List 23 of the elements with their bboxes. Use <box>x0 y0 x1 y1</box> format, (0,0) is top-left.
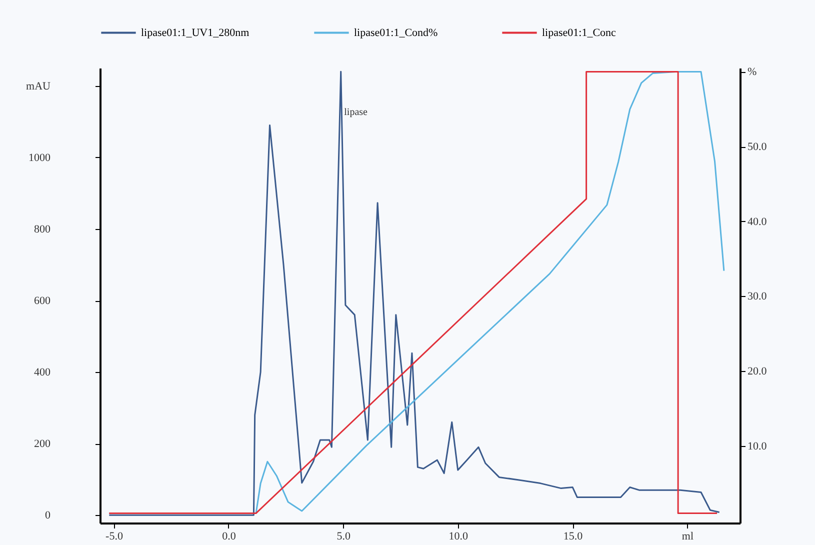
y-tick-label: 200 <box>34 438 51 450</box>
y2-tick-label: 40.0 <box>748 216 768 228</box>
y-tick-label: 600 <box>34 295 51 308</box>
y-tick-label: 400 <box>34 366 51 379</box>
y-tick-label: mAU <box>26 80 51 92</box>
y2-tick-label: 50.0 <box>748 141 768 154</box>
legend-label: lipase01:1_Conc <box>542 26 616 39</box>
x-tick-label: 0.0 <box>222 530 236 542</box>
y2-tick-label: 10.0 <box>748 440 768 452</box>
y2-tick-label: 20.0 <box>748 366 768 378</box>
annotation: lipase <box>344 107 368 118</box>
x-tick-label: 5.0 <box>336 530 352 542</box>
x-tick-label: 15.0 <box>563 530 584 542</box>
legend-label: lipase01:1_UV1_280nm <box>141 26 250 39</box>
x-tick-label: -5.0 <box>106 530 124 542</box>
y-tick-label: 800 <box>34 223 51 236</box>
y-tick-label: 1000 <box>28 152 51 164</box>
legend-label: lipase01:1_Cond% <box>354 26 438 39</box>
x-tick-label: 10.0 <box>448 530 468 542</box>
y2-tick-label: 30.0 <box>748 290 768 303</box>
y-tick-label: 0 <box>45 510 51 522</box>
y2-tick-label: % <box>748 66 757 78</box>
x-tick-label: ml <box>682 530 694 542</box>
